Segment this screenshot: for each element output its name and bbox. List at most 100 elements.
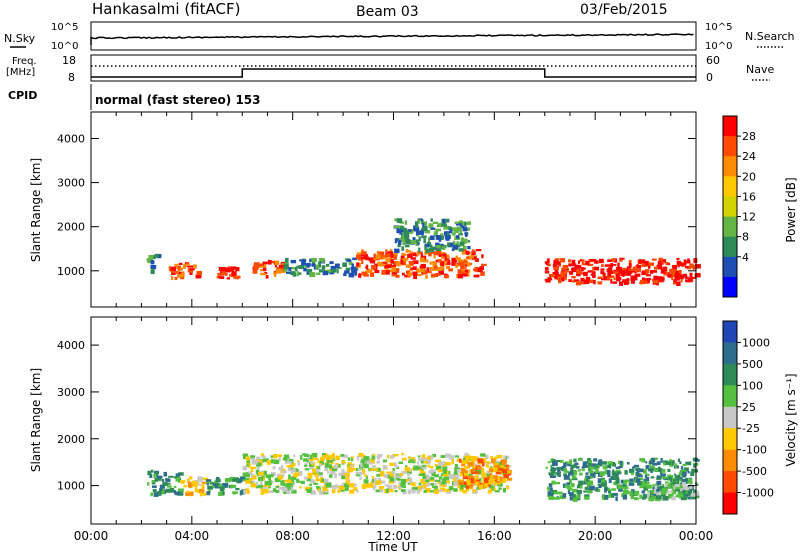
power-echo-cell bbox=[430, 227, 436, 230]
power-echo-cell bbox=[447, 266, 450, 269]
velocity-echo-cell bbox=[470, 464, 474, 467]
velocity-echo-cell bbox=[552, 461, 556, 465]
velocity-echo-cell bbox=[433, 489, 440, 494]
power-echo-cell bbox=[306, 268, 313, 272]
power-echo-cell bbox=[366, 269, 373, 273]
velocity-echo-cell bbox=[501, 464, 507, 467]
power-echo-cell bbox=[370, 272, 375, 277]
velocity-echo-cell bbox=[297, 471, 303, 476]
velocity-echo-cell bbox=[677, 458, 681, 462]
velocity-echo-cell bbox=[406, 470, 412, 475]
velocity-echo-cell bbox=[462, 457, 467, 462]
velocity-echo-cell bbox=[654, 485, 658, 490]
velocity-echo-cell bbox=[551, 469, 556, 474]
power-echo-cell bbox=[400, 255, 405, 259]
velocity-echo-cell bbox=[424, 488, 431, 493]
velocity-echo-cell bbox=[342, 454, 348, 458]
velocity-echo-cell bbox=[341, 475, 345, 479]
power-echo-cell bbox=[424, 245, 427, 251]
power-echo-region bbox=[544, 257, 701, 286]
velocity-echo-cell bbox=[260, 490, 264, 496]
velocity-echo-cell bbox=[563, 475, 570, 480]
velocity-echo-cell bbox=[350, 464, 354, 468]
power-echo-cell bbox=[262, 261, 268, 265]
cpid-text: normal (fast stereo) 153 bbox=[95, 93, 261, 107]
velocity-echo-cell bbox=[417, 485, 422, 489]
velocity-echo-cell bbox=[437, 480, 440, 484]
power-echo-cell bbox=[438, 237, 442, 242]
velocity-echo-cell bbox=[307, 472, 314, 476]
power-echo-cell bbox=[318, 269, 325, 273]
velocity-echo-cell bbox=[644, 482, 647, 488]
velocity-echo-cell bbox=[277, 454, 283, 457]
power-echo-cell bbox=[695, 264, 701, 269]
velocity-colorbar-tick-label: 25 bbox=[742, 401, 756, 414]
power-echo-cell bbox=[396, 261, 401, 267]
velocity-echo-cell bbox=[503, 455, 506, 460]
power-echo-cell bbox=[587, 270, 593, 273]
power-echo-cell bbox=[675, 270, 682, 275]
velocity-echo-cell bbox=[246, 477, 251, 482]
velocity-echo-cell bbox=[315, 468, 320, 473]
power-echo-cell bbox=[284, 269, 287, 272]
power-echo-cell bbox=[564, 268, 569, 273]
velocity-echo-cell bbox=[672, 488, 677, 492]
velocity-echo-cell bbox=[655, 483, 661, 486]
nsky-tick-bottom: 10^0 bbox=[51, 41, 78, 52]
velocity-echo-cell bbox=[434, 474, 439, 477]
velocity-echo-cell bbox=[582, 463, 587, 468]
power-echo-cell bbox=[434, 274, 438, 277]
power-echo-cell bbox=[582, 263, 586, 266]
power-echo-cell bbox=[231, 271, 237, 276]
power-echo-cell bbox=[405, 230, 410, 236]
velocity-echo-region bbox=[147, 469, 184, 497]
velocity-echo-cell bbox=[393, 475, 398, 478]
velocity-echo-cell bbox=[607, 461, 613, 466]
power-echo-cell bbox=[181, 272, 185, 277]
velocity-echo-cell bbox=[506, 485, 510, 490]
power-echo-cell bbox=[317, 261, 321, 265]
velocity-echo-cell bbox=[489, 485, 493, 489]
power-echo-cell bbox=[470, 254, 474, 259]
power-echo-cell bbox=[607, 271, 612, 277]
power-echo-cell bbox=[365, 256, 370, 261]
xtick-label: 04:00 bbox=[175, 529, 210, 543]
velocity-echo-cell bbox=[158, 475, 163, 479]
power-echo-cell bbox=[290, 259, 297, 264]
velocity-echo-cell bbox=[616, 471, 622, 475]
velocity-echo-cell bbox=[186, 490, 189, 494]
power-echo-cell bbox=[628, 268, 634, 271]
velocity-echo-cell bbox=[232, 479, 238, 482]
power-echo-cell bbox=[581, 259, 585, 263]
velocity-echo-cell bbox=[442, 466, 448, 472]
velocity-echo-cell bbox=[460, 467, 466, 472]
velocity-echo-cell bbox=[433, 479, 437, 482]
power-echo-cell bbox=[435, 266, 441, 271]
velocity-echo-cell bbox=[206, 482, 210, 486]
velocity-echo-cell bbox=[220, 484, 223, 489]
velocity-echo-cell bbox=[283, 454, 290, 460]
power-echo-cell bbox=[356, 262, 360, 267]
velocity-echo-cell bbox=[475, 481, 479, 486]
power-echo-cell bbox=[680, 277, 683, 283]
velocity-echo-cell bbox=[385, 488, 389, 494]
velocity-echo-cell bbox=[653, 468, 659, 472]
power-echo-cell bbox=[463, 260, 468, 264]
power-echo-cell bbox=[156, 254, 162, 259]
velocity-echo-cell bbox=[322, 453, 327, 456]
velocity-echo-cell bbox=[282, 457, 288, 461]
velocity-echo-cell bbox=[242, 453, 248, 457]
velocity-echo-cell bbox=[572, 478, 578, 481]
velocity-echo-cell bbox=[371, 479, 375, 483]
velocity-echo-cell bbox=[207, 485, 214, 490]
power-echo-cell bbox=[286, 265, 289, 270]
power-echo-cell bbox=[455, 221, 462, 226]
velocity-echo-cell bbox=[360, 460, 365, 465]
velocity-echo-cell bbox=[316, 486, 320, 489]
velocity-echo-cell bbox=[565, 470, 569, 474]
velocity-echo-cell bbox=[355, 472, 360, 475]
velocity-echo-cell bbox=[306, 488, 312, 491]
velocity-echo-cell bbox=[191, 480, 197, 484]
